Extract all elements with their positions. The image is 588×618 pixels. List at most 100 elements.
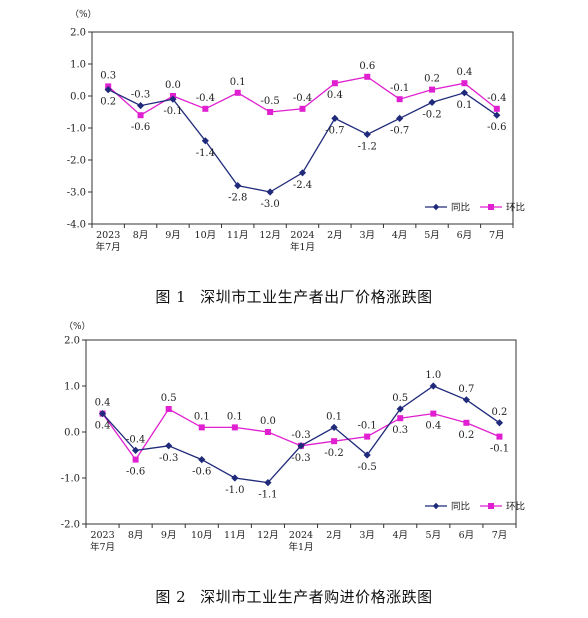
mom-data-label: -0.4 [196,93,215,104]
mom-data-label: -0.5 [260,96,279,107]
legend: 同比 环比 [425,501,525,513]
chart2-caption-number: 图 2 [155,588,187,606]
mom-point [331,438,338,445]
yoy-point [169,95,177,103]
mom-data-label: 0.5 [161,393,177,404]
mom-point [397,415,404,422]
x-tick-label: 9月 [161,530,177,541]
x-tick-label: 5月 [426,530,442,541]
y-tick-label: -4.0 [67,220,86,231]
yoy-point [198,456,206,464]
x-tick-label: 2024 年1月 [290,230,315,253]
yoy-point [396,114,404,122]
yoy-data-label: 1.0 [425,370,441,381]
yoy-point [331,114,339,122]
x-tick-label: 9月 [165,230,181,241]
mom-point [331,80,338,87]
chart-purchase-price: （%） -2.0 -1.0 0.0 1.0 2.0 2023 年7月 8月 9月 10月 11月 12月… [61,321,525,553]
yoy-point [396,405,404,413]
yoy-series-line [107,89,498,193]
yoy-point [297,442,305,450]
x-tick-label: 2024 年1月 [288,530,313,553]
yoy-data-label: -0.7 [390,125,409,136]
yoy-data-label: -2.4 [293,180,312,191]
y-tick-label: 1.0 [64,382,80,393]
y-tick-label: 0.0 [64,428,80,439]
mom-point [396,96,403,103]
y-tick-label: -1.0 [61,474,80,485]
mom-data-label: 0.4 [327,90,343,101]
mom-data-label: -0.6 [126,467,145,478]
yoy-data-label: 0.4 [95,421,111,432]
x-tick-label: 4月 [392,530,408,541]
y-tick-label: -2.0 [61,520,80,531]
mom-point [165,406,172,412]
x-tick-label: 2月 [326,530,342,541]
mom-data-label: -0.4 [487,93,506,104]
mom-data-label: 0.4 [425,421,441,432]
yoy-data-label: -0.5 [358,462,377,473]
mom-point [132,456,139,463]
yoy-data-label: -1.2 [358,141,377,152]
chart2-caption: 图 2 深圳市工业生产者购进价格涨跌图 [0,586,588,607]
yoy-data-label: -1.1 [258,490,277,501]
x-tick-label: 8月 [133,230,149,241]
yoy-data-label: -0.3 [131,90,150,101]
mom-data-label: 0.4 [456,67,472,78]
y-tick-label: 0.0 [70,92,86,103]
x-tick-label: 7月 [492,530,508,541]
mom-data-label: 0.4 [95,398,111,409]
yoy-data-label: -1.0 [225,485,244,496]
yoy-point [493,111,501,119]
x-tick-label: 12月 [257,530,279,541]
mom-data-label: 0.1 [227,411,243,422]
x-tick-label: 4月 [392,230,408,241]
mom-data-label: 0.0 [165,80,181,91]
mom-data-label: 0.3 [392,425,408,436]
yoy-data-label: -3.0 [260,199,279,210]
mom-point [299,105,306,112]
yoy-point [266,188,274,196]
yoy-point [429,382,437,390]
yoy-data-label: 0.1 [456,100,472,111]
legend-mom-label: 环比 [506,202,525,214]
y-tick-label: -2.0 [67,156,86,167]
x-tick-label: 3月 [359,530,375,541]
mom-point [364,433,371,440]
x-tick-label: 10月 [195,230,217,241]
yoy-data-label: 0.1 [326,411,342,422]
legend-mom-marker [488,204,494,210]
yoy-data-label: 0.2 [492,407,508,418]
chart-ex-factory-price: （%） -4.0 -3.0 -2.0 -1.0 0.0 1.0 2.0 2023 年7月 8月 9月 1… [67,9,525,253]
x-tick-label: 12月 [259,230,281,241]
chart1-caption: 图 1 深圳市工业生产者出厂价格涨跌图 [0,286,588,307]
legend-yoy-label: 同比 [451,202,470,214]
x-tick-label: 11月 [224,530,246,541]
legend-mom-marker [488,503,494,509]
mom-data-label: -0.1 [490,444,509,455]
yoy-point [462,396,470,404]
yoy-data-label: -0.2 [422,109,441,120]
y-tick-label: 2.0 [70,28,86,39]
chart1-caption-number: 图 1 [155,288,187,306]
mom-point [364,73,371,80]
mom-point [137,112,144,119]
mom-point [496,433,503,440]
y-unit-label: （%） [70,9,97,20]
x-tick-label: 7月 [489,230,505,241]
mom-data-label: 0.0 [260,416,276,427]
chart1-caption-title: 深圳市工业生产者出厂价格涨跌图 [200,288,433,306]
yoy-point [201,137,209,145]
x-tick-label: 2023 年7月 [96,230,121,253]
yoy-data-label: 0.5 [392,393,408,404]
mom-point [234,89,241,96]
legend-yoy-marker [432,502,440,510]
mom-point [198,424,205,431]
yoy-data-label: -0.7 [325,125,344,136]
yoy-point [428,98,436,106]
mom-point [264,429,271,435]
yoy-data-label: -0.6 [192,467,211,478]
yoy-data-label: 0.7 [458,384,474,395]
mom-point [463,419,470,426]
